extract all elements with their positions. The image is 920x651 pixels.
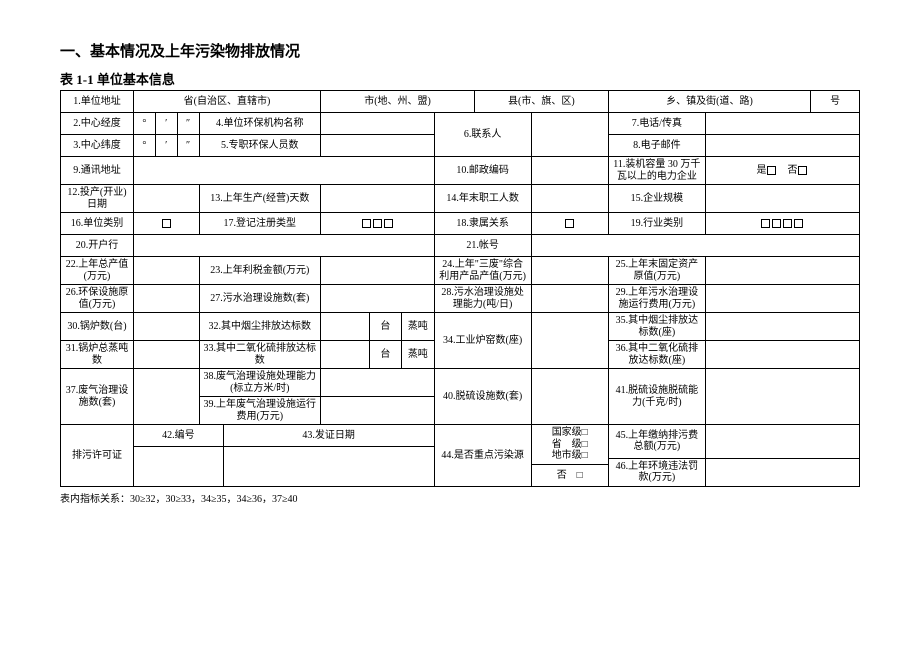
l36: 36.其中二氧化硫排放达标数(座) [608,341,705,369]
town: 乡、镇及街(道、路) [608,91,811,113]
l30: 30.锅炉数(台) [61,313,134,341]
row-boiler: 30.锅炉数(台) 32.其中烟尘排放达标数 台蒸吨 34.工业炉窑数(座) 3… [61,313,860,341]
label-lon: 2.中心经度 [61,113,134,135]
l22: 22.上年总产值(万元) [61,257,134,285]
l24: 24.上年"三废"综合利用产品产值(万元) [434,257,531,285]
label-unittype: 16.单位类别 [61,213,134,235]
label-power: 11.装机容量 30 万千瓦以上的电力企业 [608,157,705,185]
label-regtype: 17.登记注册类型 [199,213,321,235]
row-gasfac: 37.废气治理设施数(套) 38.废气治理设施处理能力(标立方米/时) 40.脱… [61,369,860,397]
l43: 43.发证日期 [223,425,434,447]
val-contact [531,113,608,157]
l41: 41.脱硫设施脱硫能力(千克/时) [608,369,705,425]
sec2: ″ [177,135,199,157]
l31: 31.锅炉总蒸吨数 [61,341,134,369]
number: 号 [811,91,860,113]
row-permit: 排污许可证 42.编号 43.发证日期 44.是否重点污染源 国家级□ 省 级□… [61,425,860,447]
tai1: 台 [369,313,401,341]
l34: 34.工业炉窑数(座) [434,313,531,369]
row-output: 22.上年总产值(万元) 23.上年利税金额(万元) 24.上年"三废"综合利用… [61,257,860,285]
val-industry [705,213,859,235]
label-contact: 6.联系人 [434,113,531,157]
val-envorg [321,113,434,135]
label-bank: 20.开户行 [61,235,134,257]
val-bank [133,235,434,257]
row-bank: 20.开户行 21.帐号 [61,235,860,257]
val-acct [531,235,859,257]
city: 市(地、州、盟) [321,91,475,113]
label-tel: 7.电话/传真 [608,113,705,135]
val-regtype [321,213,434,235]
label-proddays: 13.上年生产(经营)天数 [199,185,321,213]
row-longitude: 2.中心经度 ° ′ ″ 4.单位环保机构名称 6.联系人 7.电话/传真 [61,113,860,135]
l38: 38.废气治理设施处理能力(标立方米/时) [199,369,321,397]
deg2: ° [133,135,155,157]
label-email: 8.电子邮件 [608,135,705,157]
footnote: 表内指标关系：30≥32，30≥33，34≥35，34≥36，37≥40 [60,490,860,505]
label-industry: 19.行业类别 [608,213,705,235]
row-openday: 12.投产(开业)日期 13.上年生产(经营)天数 14.年末职工人数 15.企… [61,185,860,213]
l32: 32.其中烟尘排放达标数 [199,313,321,341]
table-title: 表 1-1 单位基本信息 [60,69,860,88]
label-acct: 21.帐号 [434,235,531,257]
l26: 26.环保设施原值(万元) [61,285,134,313]
val-staff [531,185,608,213]
min: ′ [155,113,177,135]
opts: 国家级□ 省 级□ 地市级□ [531,425,608,465]
val-mailaddr [133,157,434,185]
l37: 37.废气治理设施数(套) [61,369,134,425]
tai2: 台 [369,341,401,369]
sec: ″ [177,113,199,135]
county: 县(市、旗、区) [475,91,609,113]
label-lat: 3.中心纬度 [61,135,134,157]
l28: 28.污水治理设施处理能力(吨/日) [434,285,531,313]
l44: 44.是否重点污染源 [434,425,531,487]
prov: 省(自治区、直辖市) [133,91,320,113]
label-staff: 14.年末职工人数 [434,185,531,213]
l39: 39.上年废气治理设施运行费用(万元) [199,397,321,425]
l25: 25.上年末固定资产原值(万元) [608,257,705,285]
l46: 46.上年环境违法罚款(万元) [608,458,705,486]
val-email [705,135,859,157]
val-affil [531,213,608,235]
val-envstaff [321,135,434,157]
opt-no: 否 □ [531,464,608,486]
val-open [133,185,199,213]
label-envstaff: 5.专职环保人员数 [199,135,321,157]
label-open: 12.投产(开业)日期 [61,185,134,213]
label-affil: 18.隶属关系 [434,213,531,235]
val-proddays [321,185,434,213]
section-title: 一、基本情况及上年污染物排放情况 [60,40,860,61]
zd2: 蒸吨 [402,341,434,369]
l33: 33.其中二氧化硫排放达标数 [199,341,321,369]
l27: 27.污水治理设施数(套) [199,285,321,313]
row-type: 16.单位类别 17.登记注册类型 18.隶属关系 19.行业类别 [61,213,860,235]
basic-info-table: 1.单位地址 省(自治区、直辖市) 市(地、州、盟) 县(市、旗、区) 乡、镇及… [60,90,860,487]
label-mailaddr: 9.通讯地址 [61,157,134,185]
l42: 42.编号 [133,425,223,447]
val-unittype [133,213,199,235]
val-scale [705,185,859,213]
deg: ° [133,113,155,135]
row-address: 1.单位地址 省(自治区、直辖市) 市(地、州、盟) 县(市、旗、区) 乡、镇及… [61,91,860,113]
label-scale: 15.企业规模 [608,185,705,213]
val-tel [705,113,859,135]
l35: 35.其中烟尘排放达标数(座) [608,313,705,341]
val-post [531,157,608,185]
min2: ′ [155,135,177,157]
l29: 29.上年污水治理设施运行费用(万元) [608,285,705,313]
row-envasset: 26.环保设施原值(万元) 27.污水治理设施数(套) 28.污水治理设施处理能… [61,285,860,313]
label-envorg: 4.单位环保机构名称 [199,113,321,135]
l-permit: 排污许可证 [61,425,134,487]
zd1: 蒸吨 [402,313,434,341]
val-power: 是 否 [705,157,859,185]
row-mailaddr: 9.通讯地址 10.邮政编码 11.装机容量 30 万千瓦以上的电力企业 是 否 [61,157,860,185]
l45: 45.上年缴纳排污费总额(万元) [608,425,705,459]
l23: 23.上年利税金额(万元) [199,257,321,285]
label-post: 10.邮政编码 [434,157,531,185]
label-address: 1.单位地址 [61,91,134,113]
l40: 40.脱硫设施数(套) [434,369,531,425]
